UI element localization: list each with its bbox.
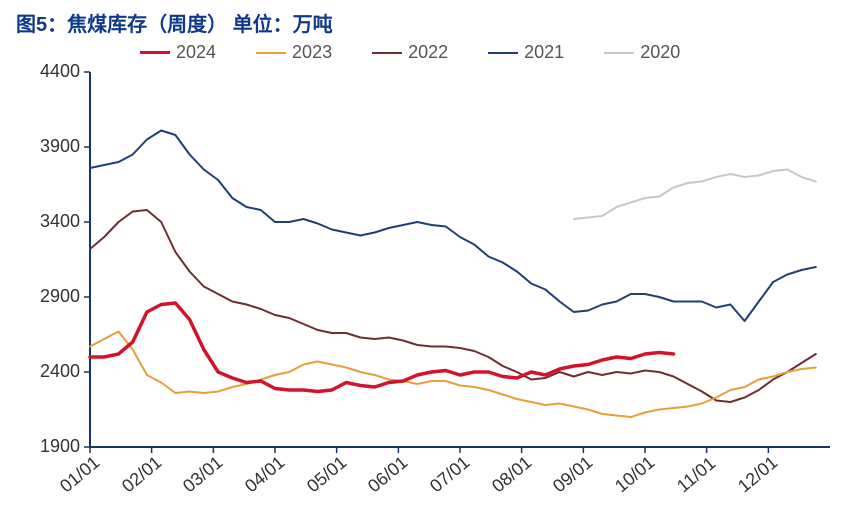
y-tick-label: 3400 [20, 211, 80, 232]
chart-svg [90, 72, 830, 447]
x-tick-label: 12/01 [734, 452, 782, 497]
x-tick-label: 04/01 [241, 452, 289, 497]
x-tick-label: 02/01 [118, 452, 166, 497]
legend-item: 2021 [488, 42, 564, 63]
y-tick-label: 3900 [20, 136, 80, 157]
legend-item: 2024 [140, 42, 216, 63]
legend-label: 2023 [292, 42, 332, 63]
legend-label: 2021 [524, 42, 564, 63]
x-tick-label: 10/01 [611, 452, 659, 497]
y-tick-label: 4400 [20, 61, 80, 82]
chart-title: 图5：焦煤库存（周度） 单位：万吨 [16, 8, 333, 37]
plot-area [90, 72, 830, 447]
legend-label: 2020 [640, 42, 680, 63]
legend-swatch [140, 51, 170, 55]
x-tick-label: 07/01 [426, 452, 474, 497]
legend-swatch [488, 52, 518, 54]
legend-item: 2020 [604, 42, 680, 63]
legend: 2024 2023 2022 2021 2020 [140, 42, 680, 63]
legend-swatch [372, 52, 402, 54]
chart-container: 图5：焦煤库存（周度） 单位：万吨 2024 2023 2022 2021 2020 1… [0, 0, 855, 517]
series-line [574, 170, 816, 220]
legend-swatch [604, 52, 634, 54]
legend-label: 2024 [176, 42, 216, 63]
x-tick-label: 09/01 [549, 452, 597, 497]
x-tick-label: 03/01 [179, 452, 227, 497]
legend-label: 2022 [408, 42, 448, 63]
x-tick-label: 01/01 [56, 452, 104, 497]
y-tick-label: 1900 [20, 436, 80, 457]
x-tick-label: 11/01 [673, 453, 720, 497]
x-tick-label: 05/01 [303, 452, 351, 497]
legend-item: 2023 [256, 42, 332, 63]
y-tick-label: 2900 [20, 286, 80, 307]
series-line [90, 131, 816, 322]
legend-swatch [256, 52, 286, 54]
x-tick-label: 06/01 [364, 452, 412, 497]
legend-item: 2022 [372, 42, 448, 63]
x-tick-label: 08/01 [488, 452, 536, 497]
y-tick-label: 2400 [20, 361, 80, 382]
